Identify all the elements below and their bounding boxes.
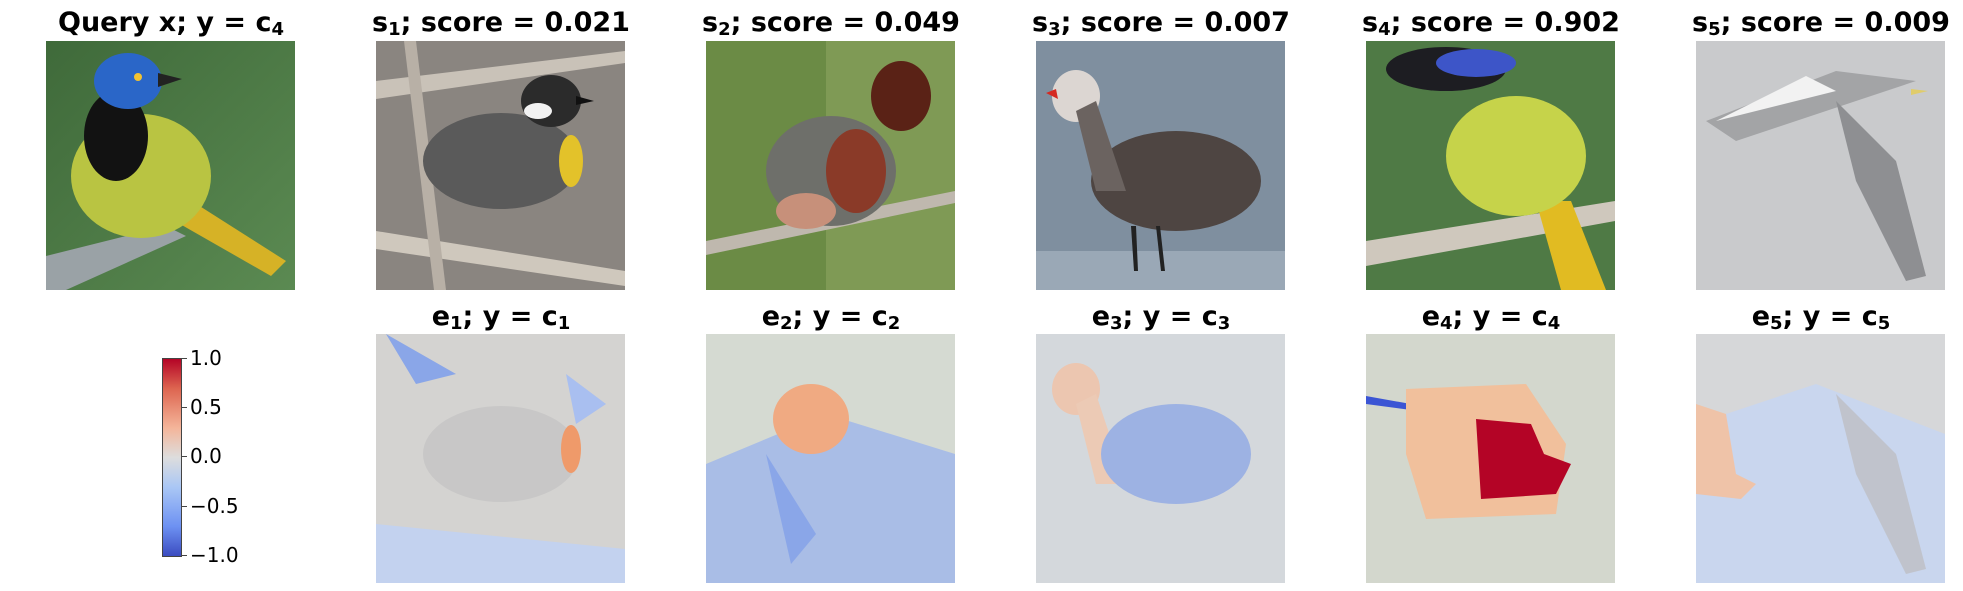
support-title-1: s1; score = 0.021: [372, 7, 630, 40]
colorbar-tick-mark: [181, 407, 187, 408]
colorbar-tick-mark: [181, 456, 187, 457]
explanation-map-4-image: [1366, 334, 1615, 583]
colorbar-tick-label: 1.0: [190, 346, 222, 370]
explanation-title-2: e2; y = c2: [761, 301, 901, 334]
colorbar: [162, 358, 182, 557]
support-image-2: [706, 41, 955, 290]
explanation-title-3: e3; y = c3: [1091, 301, 1231, 334]
colorbar-tick-label: −1.0: [190, 543, 239, 567]
flying-gull-image: [1696, 41, 1945, 290]
explanation-map-3: [1036, 334, 1285, 583]
bay-breasted-warbler-image: [706, 41, 955, 290]
explanation-map-1-image: [376, 334, 625, 583]
explanation-map-5-image: [1696, 334, 1945, 583]
support-image-4: [1366, 41, 1615, 290]
colorbar-tick-mark: [181, 555, 187, 556]
warbler-image: [376, 41, 625, 290]
green-jay-support-image: [1366, 41, 1615, 290]
support-title-4: s4; score = 0.902: [1362, 7, 1620, 40]
query-image: [46, 41, 295, 290]
support-image-1: [376, 41, 625, 290]
explanation-title-4: e4; y = c4: [1421, 301, 1561, 334]
support-title-5: s5; score = 0.009: [1692, 7, 1950, 40]
explanation-title-5: e5; y = c5: [1751, 301, 1891, 334]
support-title-2: s2; score = 0.049: [702, 7, 960, 40]
colorbar-tick-label: 0.0: [190, 444, 222, 468]
explanation-title-1: e1; y = c1: [431, 301, 571, 334]
explanation-map-2: [706, 334, 955, 583]
explanation-map-3-image: [1036, 334, 1285, 583]
query-title: Query x; y = c4: [58, 7, 284, 40]
explanation-map-4: [1366, 334, 1615, 583]
colorbar-tick-mark: [181, 358, 187, 359]
support-title-3: s3; score = 0.007: [1032, 7, 1290, 40]
colorbar-tick-mark: [181, 506, 187, 507]
colorbar-tick-label: −0.5: [190, 494, 239, 518]
colorbar-tick-label: 0.5: [190, 395, 222, 419]
query-bird-image: [46, 41, 295, 290]
explanation-map-2-image: [706, 334, 955, 583]
explanation-map-1: [376, 334, 625, 583]
explanation-map-5: [1696, 334, 1945, 583]
heermann-gull-image: [1036, 41, 1285, 290]
support-image-5: [1696, 41, 1945, 290]
support-image-3: [1036, 41, 1285, 290]
